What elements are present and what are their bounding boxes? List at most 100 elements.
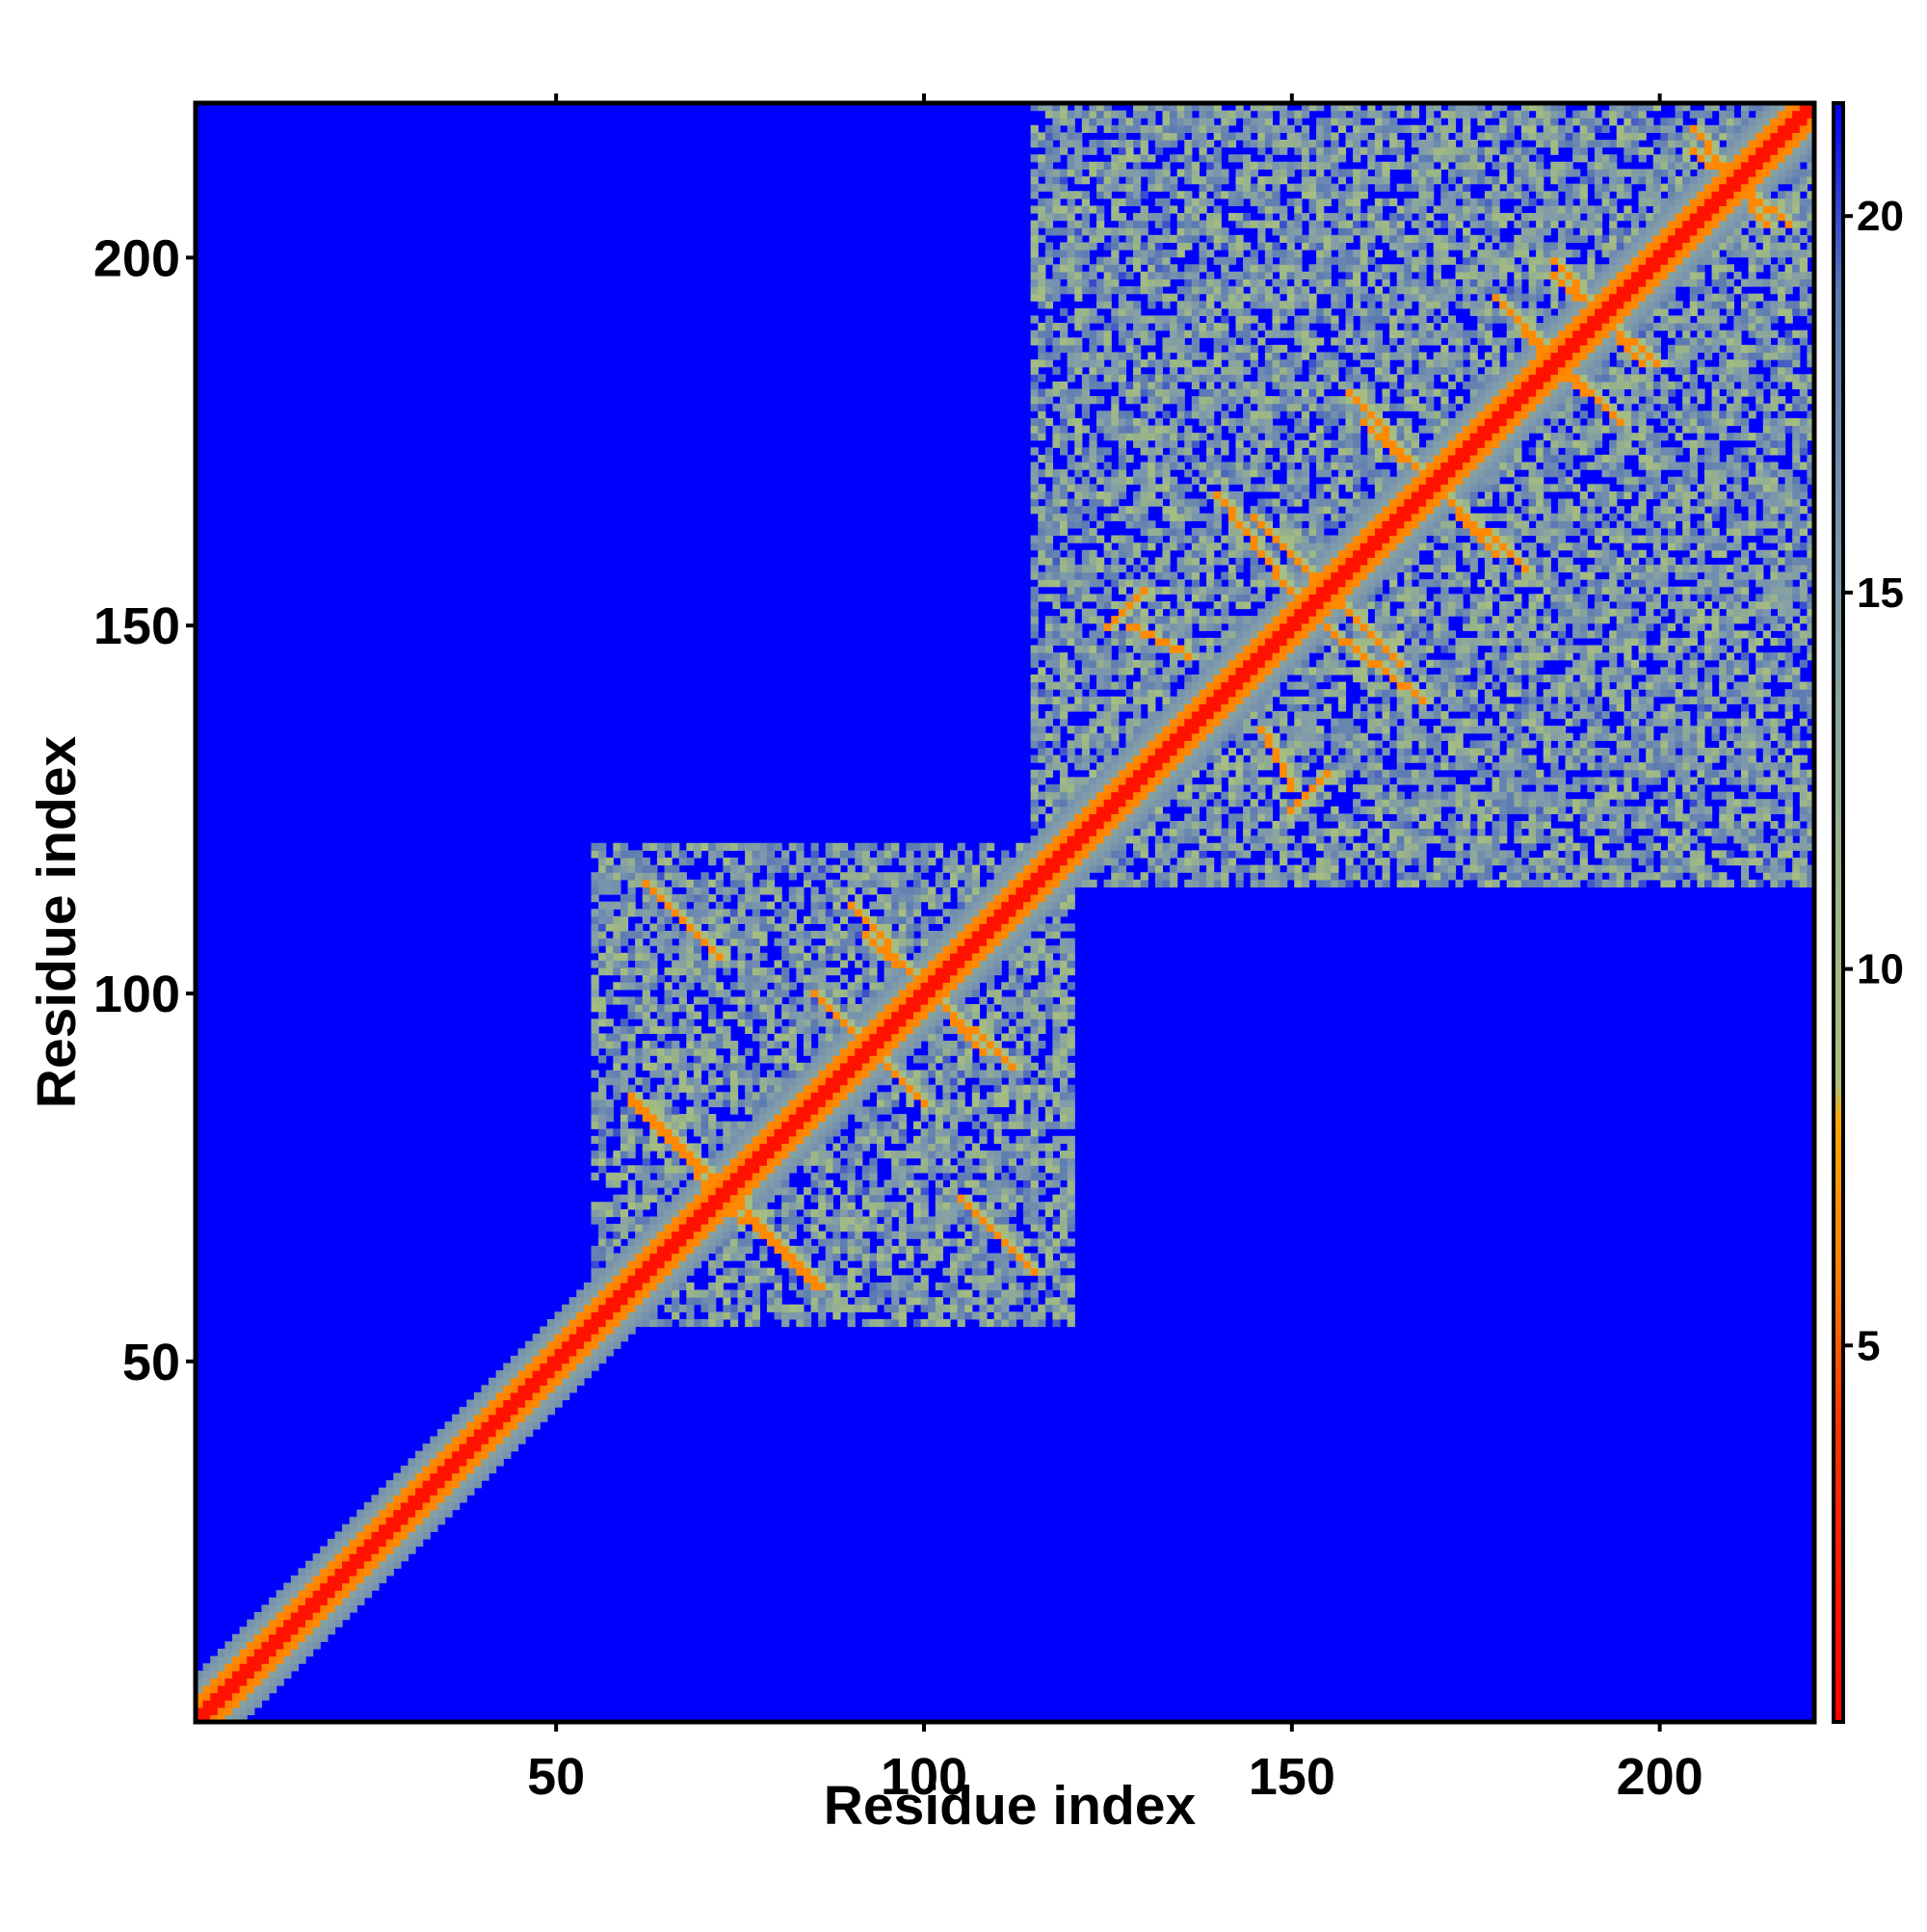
heatmap-cell xyxy=(371,1575,380,1584)
heatmap-cell xyxy=(759,915,768,924)
heatmap-cell xyxy=(488,1391,497,1401)
heatmap-cell xyxy=(891,1157,900,1166)
heatmap-cell xyxy=(898,1128,907,1137)
heatmap-cell xyxy=(788,1304,797,1312)
heatmap-cell xyxy=(678,1055,687,1064)
heatmap-cell xyxy=(912,989,922,998)
heatmap-cell xyxy=(672,1041,680,1049)
heatmap-cell xyxy=(591,909,599,917)
heatmap-cell xyxy=(1023,1114,1032,1123)
heatmap-cell xyxy=(686,1092,695,1100)
heatmap-cell xyxy=(642,1151,650,1159)
heatmap-cell xyxy=(1016,938,1024,946)
heatmap-cell xyxy=(1060,205,1069,214)
heatmap-cell xyxy=(598,1128,607,1137)
heatmap-cell xyxy=(481,1428,489,1438)
heatmap-cell xyxy=(825,1121,833,1129)
heatmap-cell xyxy=(1103,600,1112,610)
heatmap-cell xyxy=(906,1033,914,1042)
heatmap-cell xyxy=(649,1135,658,1145)
heatmap-cell xyxy=(861,1019,870,1027)
heatmap-cell xyxy=(957,1194,965,1203)
heatmap-cell xyxy=(598,1340,607,1349)
heatmap-cell xyxy=(1030,1077,1039,1086)
heatmap-cell xyxy=(298,1582,306,1591)
heatmap-cell xyxy=(1001,1092,1010,1100)
heatmap-cell xyxy=(664,952,673,962)
heatmap-cell xyxy=(1081,879,1091,887)
heatmap-cell xyxy=(1052,132,1061,141)
heatmap-cell xyxy=(700,1253,709,1261)
heatmap-cell xyxy=(276,1604,284,1613)
heatmap-cell xyxy=(957,909,965,917)
heatmap-cell xyxy=(1096,110,1105,119)
heatmap-cell xyxy=(656,1216,666,1225)
heatmap-cell xyxy=(627,1187,636,1196)
heatmap-cell xyxy=(495,1428,504,1438)
heatmap-cell xyxy=(1081,608,1091,617)
heatmap-cell xyxy=(1067,594,1075,602)
heatmap-cell xyxy=(942,1077,951,1086)
heatmap-cell xyxy=(1060,850,1069,859)
heatmap-cell xyxy=(656,945,666,954)
heatmap-cell xyxy=(729,1084,739,1093)
heatmap-cell xyxy=(759,1047,768,1056)
heatmap-cell xyxy=(686,1025,695,1035)
heatmap-cell xyxy=(912,1084,922,1093)
heatmap-cell xyxy=(1074,579,1083,588)
heatmap-cell xyxy=(1044,520,1054,529)
heatmap-cell xyxy=(1074,622,1083,631)
heatmap-cell xyxy=(810,1289,819,1298)
heatmap-cell xyxy=(613,1238,621,1247)
heatmap-cell xyxy=(642,1267,650,1276)
heatmap-cell xyxy=(993,1157,1002,1166)
heatmap-cell xyxy=(635,996,644,1005)
heatmap-cell xyxy=(1016,887,1024,895)
heatmap-cell xyxy=(1103,622,1112,631)
heatmap-cell xyxy=(832,1098,841,1108)
heatmap-cell xyxy=(715,879,724,887)
heatmap-cell xyxy=(1074,754,1083,763)
heatmap-cell xyxy=(664,1135,673,1145)
heatmap-cell xyxy=(510,1443,519,1452)
heatmap-cell xyxy=(239,1707,248,1715)
heatmap-cell xyxy=(576,1363,585,1371)
heatmap-cell xyxy=(788,1004,797,1013)
heatmap-cell xyxy=(906,1245,914,1255)
heatmap-cell xyxy=(363,1531,373,1540)
heatmap-cell xyxy=(979,1025,988,1035)
heatmap-cell xyxy=(920,850,929,859)
heatmap-cell xyxy=(796,960,805,968)
heatmap-cell xyxy=(1044,1165,1054,1174)
heatmap-cell xyxy=(1067,630,1075,639)
heatmap-cell xyxy=(891,960,900,968)
heatmap-cell xyxy=(613,872,621,881)
heatmap-cell xyxy=(422,1480,431,1489)
heatmap-cell xyxy=(957,894,965,903)
heatmap-cell xyxy=(642,952,650,962)
heatmap-cell xyxy=(562,1340,570,1349)
heatmap-cell xyxy=(1030,1318,1039,1328)
heatmap-cell xyxy=(678,1019,687,1027)
heatmap-cell xyxy=(1089,799,1097,807)
heatmap-cell xyxy=(1111,154,1120,163)
heatmap-cell xyxy=(598,857,607,866)
heatmap-cell xyxy=(1030,132,1039,141)
heatmap-cell xyxy=(906,1282,914,1291)
heatmap-cell xyxy=(1001,901,1010,910)
heatmap-cell xyxy=(847,1179,856,1188)
heatmap-cell xyxy=(1081,176,1091,185)
heatmap-cell xyxy=(803,1238,812,1247)
heatmap-cell xyxy=(1111,183,1120,192)
heatmap-cell xyxy=(356,1523,365,1532)
heatmap-cell xyxy=(700,1047,709,1056)
heatmap-cell xyxy=(239,1684,248,1694)
heatmap-cell xyxy=(855,1143,863,1151)
heatmap-cell xyxy=(825,996,833,1005)
heatmap-cell xyxy=(1008,1318,1016,1328)
heatmap-cell xyxy=(1030,1151,1039,1159)
heatmap-cell xyxy=(672,1165,680,1174)
heatmap-cell xyxy=(1038,1084,1046,1093)
heatmap-cell xyxy=(239,1641,248,1650)
heatmap-cell xyxy=(774,1224,782,1232)
